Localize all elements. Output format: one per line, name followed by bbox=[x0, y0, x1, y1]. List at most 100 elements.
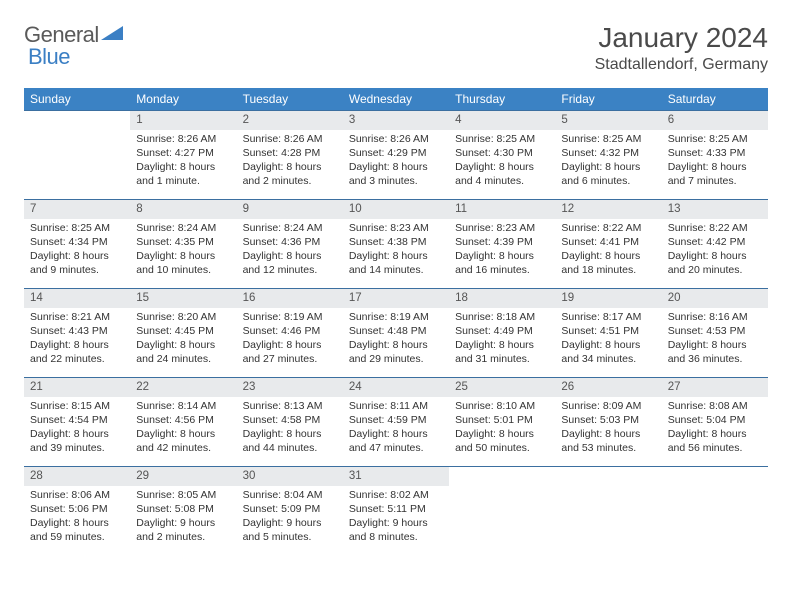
day-content-row: Sunrise: 8:06 AMSunset: 5:06 PM Daylight:… bbox=[24, 486, 768, 556]
day-content-row: Sunrise: 8:26 AMSunset: 4:27 PM Daylight:… bbox=[24, 130, 768, 200]
sunset-line: Sunset: 4:28 PM bbox=[243, 146, 337, 160]
day-number-cell: 20 bbox=[662, 289, 768, 308]
day-number-row: 28293031 bbox=[24, 467, 768, 486]
sunrise-line: Sunrise: 8:19 AM bbox=[243, 310, 337, 324]
day-content-cell: Sunrise: 8:06 AMSunset: 5:06 PMDaylight:… bbox=[24, 486, 130, 556]
day-number-row: 78910111213 bbox=[24, 200, 768, 219]
day-number-cell bbox=[24, 111, 130, 130]
day-content-cell: Sunrise: 8:25 AMSunset: 4:32 PMDaylight:… bbox=[555, 130, 661, 200]
day-number-cell: 2 bbox=[237, 111, 343, 130]
day-number-cell: 29 bbox=[130, 467, 236, 486]
sunset-line: Sunset: 5:08 PM bbox=[136, 502, 230, 516]
daylight-line: Daylight: 9 hours and 5 minutes. bbox=[243, 516, 337, 544]
day-content-cell bbox=[662, 486, 768, 556]
day-number-cell: 22 bbox=[130, 378, 236, 397]
sunset-line: Sunset: 4:35 PM bbox=[136, 235, 230, 249]
sunrise-line: Sunrise: 8:19 AM bbox=[349, 310, 443, 324]
sunrise-line: Sunrise: 8:17 AM bbox=[561, 310, 655, 324]
sunset-line: Sunset: 4:49 PM bbox=[455, 324, 549, 338]
day-content-cell: Sunrise: 8:13 AMSunset: 4:58 PMDaylight:… bbox=[237, 397, 343, 467]
calendar-body: 123456 Sunrise: 8:26 AMSunset: 4:27 PM Day… bbox=[24, 111, 768, 556]
day-number-cell: 27 bbox=[662, 378, 768, 397]
sunset-line: Sunset: 4:27 PM bbox=[136, 146, 230, 160]
daylight-line: Daylight: 8 hours and 47 minutes. bbox=[349, 427, 443, 455]
daylight-line: Daylight: 8 hours and 18 minutes. bbox=[561, 249, 655, 277]
daylight-line: Daylight: 9 hours and 2 minutes. bbox=[136, 516, 230, 544]
sunset-line: Sunset: 4:34 PM bbox=[30, 235, 124, 249]
weekday-header: Tuesday bbox=[237, 88, 343, 111]
sunset-line: Sunset: 4:58 PM bbox=[243, 413, 337, 427]
day-number-cell: 6 bbox=[662, 111, 768, 130]
day-content-cell: Sunrise: 8:16 AMSunset: 4:53 PMDaylight:… bbox=[662, 308, 768, 378]
day-content-cell: Sunrise: 8:23 AMSunset: 4:38 PMDaylight:… bbox=[343, 219, 449, 289]
sunrise-line: Sunrise: 8:26 AM bbox=[136, 132, 230, 146]
sunrise-line: Sunrise: 8:04 AM bbox=[243, 488, 337, 502]
day-number-cell: 7 bbox=[24, 200, 130, 219]
daylight-line: Daylight: 8 hours and 39 minutes. bbox=[30, 427, 124, 455]
sunset-line: Sunset: 4:30 PM bbox=[455, 146, 549, 160]
day-content-row: Sunrise: 8:15 AMSunset: 4:54 PMDaylight:… bbox=[24, 397, 768, 467]
sunrise-line: Sunrise: 8:11 AM bbox=[349, 399, 443, 413]
sunrise-line: Sunrise: 8:20 AM bbox=[136, 310, 230, 324]
sunset-line: Sunset: 4:32 PM bbox=[561, 146, 655, 160]
header: General January 2024 Stadtallendorf, Ger… bbox=[24, 22, 768, 74]
day-content-cell: Sunrise: 8:26 AMSunset: 4:28 PMDaylight:… bbox=[237, 130, 343, 200]
daylight-line: Daylight: 8 hours and 16 minutes. bbox=[455, 249, 549, 277]
sunrise-line: Sunrise: 8:06 AM bbox=[30, 488, 124, 502]
day-number-cell: 30 bbox=[237, 467, 343, 486]
sunset-line: Sunset: 5:06 PM bbox=[30, 502, 124, 516]
day-number-cell: 15 bbox=[130, 289, 236, 308]
sunset-line: Sunset: 4:54 PM bbox=[30, 413, 124, 427]
day-content-cell: Sunrise: 8:05 AMSunset: 5:08 PMDaylight:… bbox=[130, 486, 236, 556]
sunrise-line: Sunrise: 8:09 AM bbox=[561, 399, 655, 413]
day-number-row: 123456 bbox=[24, 111, 768, 130]
sunset-line: Sunset: 4:51 PM bbox=[561, 324, 655, 338]
day-content-cell: Sunrise: 8:23 AMSunset: 4:39 PMDaylight:… bbox=[449, 219, 555, 289]
sunset-line: Sunset: 4:41 PM bbox=[561, 235, 655, 249]
sunset-line: Sunset: 4:45 PM bbox=[136, 324, 230, 338]
sunset-line: Sunset: 4:43 PM bbox=[30, 324, 124, 338]
calendar-table: SundayMondayTuesdayWednesdayThursdayFrid… bbox=[24, 88, 768, 556]
daylight-line: Daylight: 8 hours and 50 minutes. bbox=[455, 427, 549, 455]
daylight-line: Daylight: 8 hours and 56 minutes. bbox=[668, 427, 762, 455]
sunrise-line: Sunrise: 8:02 AM bbox=[349, 488, 443, 502]
day-content-cell: Sunrise: 8:15 AMSunset: 4:54 PMDaylight:… bbox=[24, 397, 130, 467]
weekday-header: Monday bbox=[130, 88, 236, 111]
sunrise-line: Sunrise: 8:18 AM bbox=[455, 310, 549, 324]
sunset-line: Sunset: 5:11 PM bbox=[349, 502, 443, 516]
sunrise-line: Sunrise: 8:22 AM bbox=[561, 221, 655, 235]
sunrise-line: Sunrise: 8:21 AM bbox=[30, 310, 124, 324]
day-number-cell: 31 bbox=[343, 467, 449, 486]
logo-sub: Blue bbox=[28, 44, 70, 70]
day-number-row: 21222324252627 bbox=[24, 378, 768, 397]
day-number-cell: 16 bbox=[237, 289, 343, 308]
day-number-cell: 3 bbox=[343, 111, 449, 130]
sunrise-line: Sunrise: 8:24 AM bbox=[243, 221, 337, 235]
daylight-line: Daylight: 8 hours and 7 minutes. bbox=[668, 160, 762, 188]
sunrise-line: Sunrise: 8:23 AM bbox=[455, 221, 549, 235]
sunset-line: Sunset: 5:09 PM bbox=[243, 502, 337, 516]
day-number-cell: 24 bbox=[343, 378, 449, 397]
daylight-line: Daylight: 8 hours and 34 minutes. bbox=[561, 338, 655, 366]
day-content-cell: Sunrise: 8:11 AMSunset: 4:59 PMDaylight:… bbox=[343, 397, 449, 467]
sunrise-line: Sunrise: 8:25 AM bbox=[455, 132, 549, 146]
sunrise-line: Sunrise: 8:24 AM bbox=[136, 221, 230, 235]
weekday-header: Friday bbox=[555, 88, 661, 111]
day-content-cell: Sunrise: 8:24 AMSunset: 4:36 PMDaylight:… bbox=[237, 219, 343, 289]
day-content-cell: Sunrise: 8:26 AMSunset: 4:29 PMDaylight:… bbox=[343, 130, 449, 200]
sunset-line: Sunset: 4:53 PM bbox=[668, 324, 762, 338]
daylight-line: Daylight: 8 hours and 53 minutes. bbox=[561, 427, 655, 455]
day-content-cell: Sunrise: 8:25 AMSunset: 4:33 PMDaylight:… bbox=[662, 130, 768, 200]
day-number-cell: 11 bbox=[449, 200, 555, 219]
day-content-cell: Sunrise: 8:10 AMSunset: 5:01 PMDaylight:… bbox=[449, 397, 555, 467]
daylight-line: Daylight: 8 hours and 31 minutes. bbox=[455, 338, 549, 366]
sunrise-line: Sunrise: 8:22 AM bbox=[668, 221, 762, 235]
sunset-line: Sunset: 4:48 PM bbox=[349, 324, 443, 338]
day-content-cell: Sunrise: 8:20 AMSunset: 4:45 PMDaylight:… bbox=[130, 308, 236, 378]
day-number-cell: 1 bbox=[130, 111, 236, 130]
day-number-cell: 14 bbox=[24, 289, 130, 308]
day-content-cell: Sunrise: 8:26 AMSunset: 4:27 PMDaylight:… bbox=[130, 130, 236, 200]
sunset-line: Sunset: 4:33 PM bbox=[668, 146, 762, 160]
daylight-line: Daylight: 8 hours and 2 minutes. bbox=[243, 160, 337, 188]
weekday-header: Wednesday bbox=[343, 88, 449, 111]
